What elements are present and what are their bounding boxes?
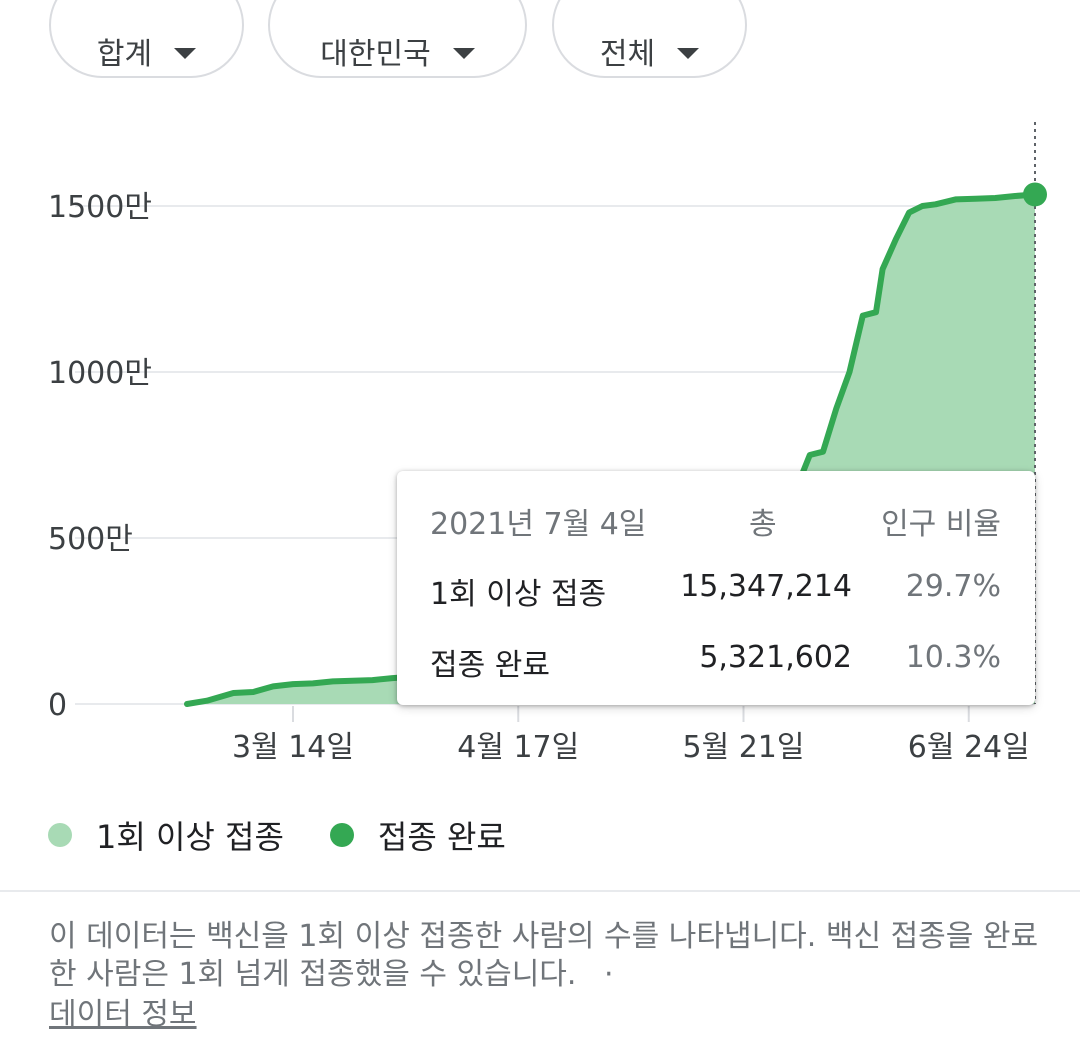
tooltip-row-label: 1회 이상 접종 [430,569,606,613]
tooltip-total-header: 총 [749,499,777,543]
data-info-link[interactable]: 데이터 정보 [49,996,197,1034]
age-filter-dropdown[interactable]: 전체 [552,0,747,78]
tooltip-date: 2021년 7월 4일 [430,499,646,543]
legend-item-first-dose[interactable]: 1회 이상 접종 [48,812,284,858]
tooltip-row-total: 5,321,602 [699,640,852,675]
chart-legend: 1회 이상 접종 접종 완료 [48,812,552,858]
filter-bar: 합계 대한민국 전체 [0,0,1080,90]
tooltip-row-label: 접종 완료 [430,640,550,684]
note-text: 이 데이터는 백신을 1회 이상 접종한 사람의 수를 나타냅니다. 백신 접종… [49,919,1038,992]
tooltip-ratio-header: 인구 비율 [881,499,1001,543]
x-tick-label: 5월 21일 [683,730,805,765]
chart-tooltip: 2021년 7월 4일 총 인구 비율 1회 이상 접종 15,347,214 … [397,471,1035,705]
dropdown-arrow-icon [174,48,196,59]
x-tick-label: 6월 24일 [908,730,1030,765]
note-separator: · [604,957,614,992]
legend-dot-icon [48,823,72,847]
y-tick-label: 0 [48,688,67,723]
x-tick-label: 3월 14일 [232,730,354,765]
tooltip-row-total: 15,347,214 [680,569,852,604]
y-tick-label: 1000만 [48,356,152,391]
legend-dot-icon [330,823,354,847]
tooltip-row-ratio: 29.7% [906,569,1001,604]
legend-item-fully[interactable]: 접종 완료 [330,812,506,858]
age-filter-label: 전체 [600,29,655,73]
region-filter-label: 대한민국 [320,29,430,73]
x-axis-labels: 3월 14일 4월 17일 5월 21일 6월 24일 [232,706,1030,765]
tooltip-row-ratio: 10.3% [906,640,1001,675]
legend-label: 1회 이상 접종 [96,812,284,858]
region-filter-dropdown[interactable]: 대한민국 [268,0,527,78]
cursor-point [1023,182,1047,206]
y-axis-labels: 0 500만 1000만 1500만 [48,190,152,723]
total-filter-label: 합계 [97,29,152,73]
y-tick-label: 500만 [48,522,133,557]
legend-label: 접종 완료 [378,812,506,858]
data-note: 이 데이터는 백신을 1회 이상 접종한 사람의 수를 나타냅니다. 백신 접종… [49,918,1049,1034]
x-tick-label: 4월 17일 [457,730,579,765]
y-tick-label: 1500만 [48,190,152,225]
dropdown-arrow-icon [453,48,475,59]
divider [0,890,1080,892]
dropdown-arrow-icon [677,48,699,59]
total-filter-dropdown[interactable]: 합계 [49,0,244,78]
